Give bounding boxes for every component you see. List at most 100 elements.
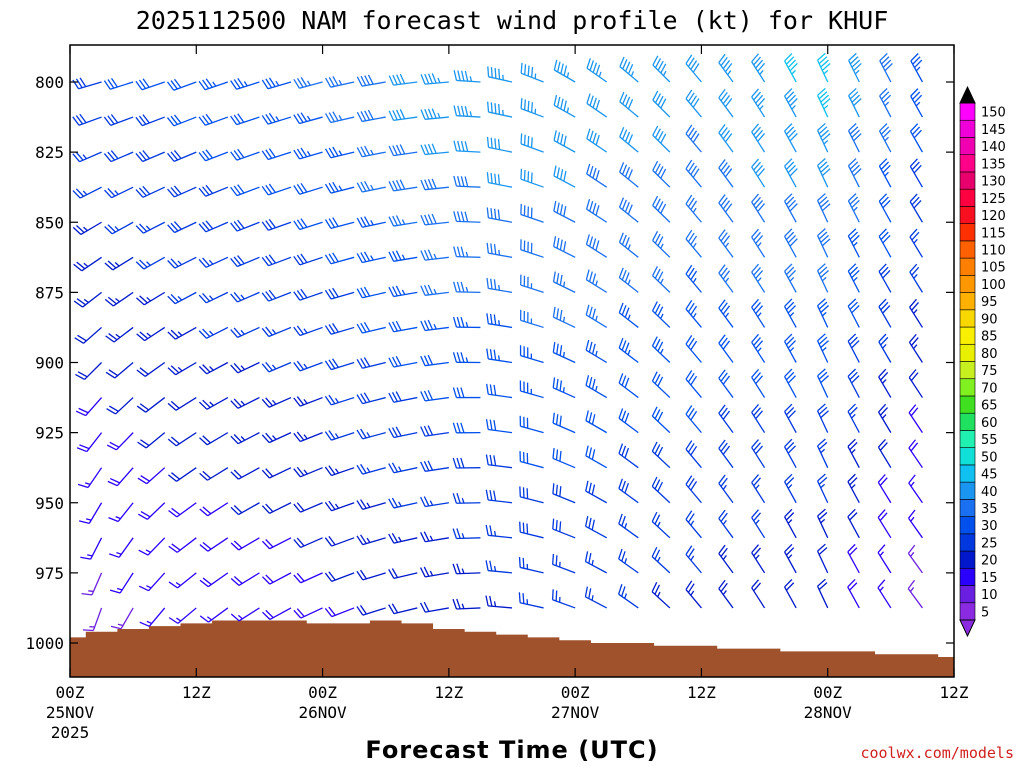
wind-barb [293,112,323,125]
wind-barb [908,474,923,504]
wind-barb [651,336,671,363]
credit-link[interactable]: coolwx.com/models [860,744,1014,762]
x-tick-date: 28NOV [804,703,853,722]
wind-barb [908,333,923,363]
wind-barb [420,284,449,296]
wind-barb [878,228,892,258]
wind-barb [909,158,923,188]
wind-barb [685,405,702,434]
wind-barb [137,432,166,449]
wind-barb [293,537,323,549]
colorbar-label: 105 [981,261,1006,276]
colorbar-label: 5 [981,605,989,620]
wind-barb [585,304,608,328]
wind-barb [199,432,229,446]
wind-barb [324,217,355,230]
wind-barb [552,271,576,293]
wind-barb [751,404,766,433]
wind-barb [586,93,608,118]
wind-barb [230,432,260,445]
wind-barb [848,52,862,83]
colorbar-swatch [959,275,976,293]
wind-barb [166,78,197,91]
colorbar-label: 50 [981,450,998,465]
wind-barb [618,232,639,258]
wind-barb [230,255,260,268]
colorbar-swatch [959,550,976,569]
wind-barb [324,181,355,194]
wind-barb [485,524,513,539]
wind-barb [356,286,386,299]
wind-barb [552,483,576,504]
wind-barb [816,193,831,223]
wind-barb [685,580,702,609]
wind-barb [324,358,355,371]
wind-barb [137,502,166,520]
wind-barb [198,256,229,268]
wind-barb [105,362,134,379]
wind-barb [261,326,292,338]
wind-barb [104,291,134,307]
wind-barb [908,404,923,433]
wind-barb [230,326,260,338]
wind-barb [167,149,197,162]
wind-barb [907,579,923,609]
colorbar-swatch [959,395,976,414]
wind-barb [652,160,671,188]
wind-barb [718,439,734,469]
y-tick-label: 925 [35,424,64,443]
wind-barb [325,76,355,88]
wind-barb [816,403,829,433]
wind-barb [485,454,513,469]
wind-barb [324,252,355,265]
colorbar-swatch [959,188,976,207]
wind-barb [552,553,576,574]
wind-barbs [72,52,923,632]
wind-barb [198,149,229,162]
wind-barb [877,579,892,609]
colorbar-label: 90 [981,312,998,327]
wind-barb [685,54,702,83]
wind-barb [553,130,576,153]
wind-barb [784,263,797,293]
wind-barb [324,571,355,582]
wind-barb [910,88,923,118]
wind-barb [167,397,197,411]
colorbar-swatch [959,430,976,448]
wind-barb [652,55,671,83]
wind-barb [685,510,702,539]
wind-barb [585,269,608,293]
wind-barb [261,396,292,408]
wind-barb [718,509,734,539]
wind-barb [106,397,134,415]
wind-barb [356,534,386,546]
wind-barb [452,598,481,610]
wind-barb [816,263,829,293]
wind-barb [261,572,292,585]
wind-barb [816,122,831,153]
wind-barb [685,299,702,328]
wind-barb [652,266,671,293]
wind-barb [847,228,860,258]
wind-barb [135,78,165,91]
wind-barb [685,89,702,118]
wind-barb [487,101,513,118]
wind-barb [293,77,323,89]
colorbar-label: 10 [981,588,998,603]
colorbar-swatch [959,240,976,259]
wind-barb [553,236,576,258]
wind-barb [388,497,418,509]
y-tick-label: 825 [35,143,64,162]
wind-barb [816,52,831,83]
wind-barb [619,127,639,153]
wind-barb [198,396,229,410]
wind-barb [877,403,892,433]
wind-barb [685,229,702,258]
colorbar-swatch [959,378,976,397]
wind-barb [420,213,449,226]
colorbar-swatch [959,137,976,155]
wind-barb [138,572,166,592]
colorbar-label: 110 [981,243,1006,258]
wind-barb [847,473,860,504]
